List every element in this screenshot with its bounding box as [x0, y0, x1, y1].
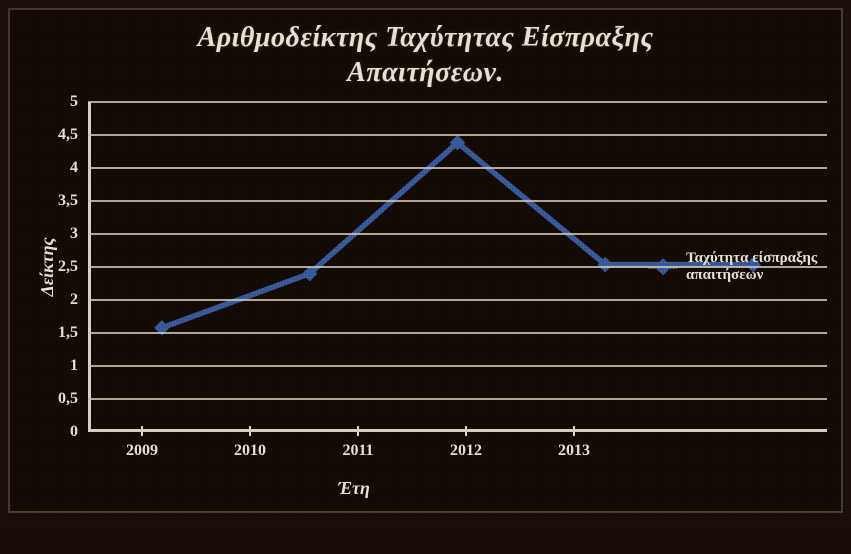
gridline — [88, 365, 827, 367]
x-tick-label: 2009 — [126, 442, 158, 460]
gridline — [88, 332, 827, 334]
y-tick-label: 4,5 — [26, 126, 78, 144]
y-tick-label: 0 — [26, 423, 78, 441]
y-tick-label: 2 — [26, 291, 78, 309]
title-line-2: Απαιτήσεων. — [347, 57, 504, 88]
x-tick — [573, 426, 575, 436]
line-series — [88, 102, 827, 554]
y-tick-label: 3 — [26, 225, 78, 243]
gridline — [88, 398, 827, 400]
gridline — [88, 266, 827, 268]
gridline — [88, 233, 827, 235]
gridline — [88, 101, 827, 103]
gridline — [88, 299, 827, 301]
title-line-1: Αριθμοδείκτης Ταχύτητας Είσπραξης — [198, 22, 654, 53]
gridline — [88, 167, 827, 169]
x-tick-label: 2012 — [450, 442, 482, 460]
y-tick-label: 2,5 — [26, 258, 78, 276]
x-tick — [465, 426, 467, 436]
x-tick — [249, 426, 251, 436]
y-tick-label: 5 — [26, 93, 78, 111]
gridline — [88, 134, 827, 136]
plot-wrap: Δείκτης 00,511,522,533,544,55 Ταχύτητα ε… — [24, 102, 827, 432]
y-tick-label: 4 — [26, 159, 78, 177]
x-tick — [141, 426, 143, 436]
y-tick-label: 1 — [26, 357, 78, 375]
chart-container: Αριθμοδείκτης Ταχύτητας Είσπραξης Απαιτή… — [8, 8, 843, 513]
y-axis: 00,511,522,533,544,55 — [24, 102, 84, 432]
gridline — [88, 200, 827, 202]
y-tick-label: 0,5 — [26, 390, 78, 408]
chart-title: Αριθμοδείκτης Ταχύτητας Είσπραξης Απαιτή… — [24, 20, 827, 90]
y-tick-label: 3,5 — [26, 192, 78, 210]
plot-area: Ταχύτητα είσπραξης απαιτήσεων 2009201020… — [88, 102, 827, 432]
x-tick-label: 2010 — [234, 442, 266, 460]
x-tick-label: 2011 — [342, 442, 373, 460]
y-tick-label: 1,5 — [26, 324, 78, 342]
x-tick — [357, 426, 359, 436]
x-tick-label: 2013 — [558, 442, 590, 460]
